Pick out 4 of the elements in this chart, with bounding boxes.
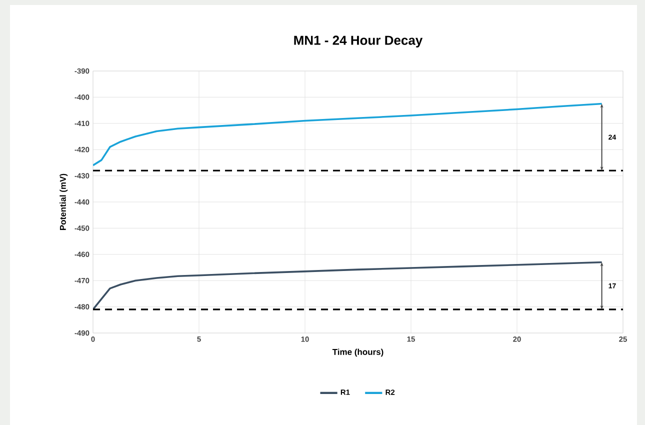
y-axis-title: Potential (mV) bbox=[60, 174, 68, 230]
x-axis-title: Time (hours) bbox=[332, 348, 384, 357]
chart-title: MN1 - 24 Hour Decay bbox=[294, 36, 423, 48]
line-series bbox=[93, 102, 603, 166]
